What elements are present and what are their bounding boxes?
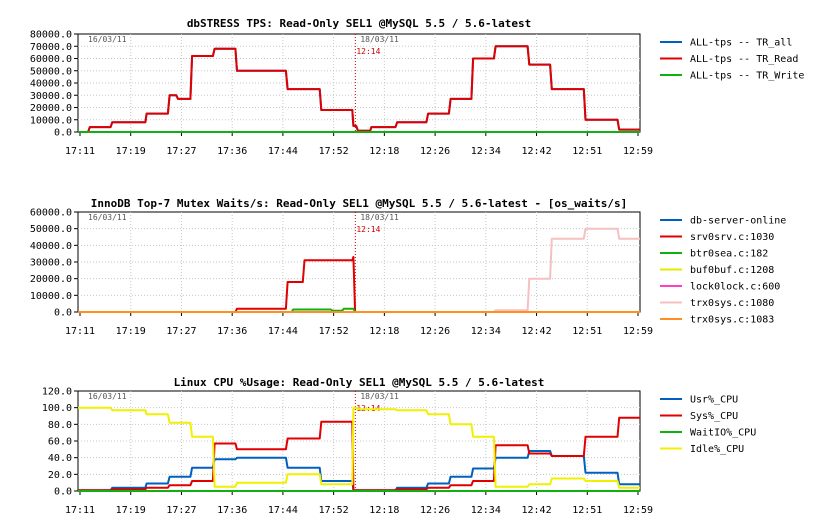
y-tick-label: 100.0: [42, 403, 72, 414]
series-line-2: [78, 45, 640, 133]
x-tick-label: 17:19: [116, 326, 146, 337]
y-tick-label: 80.0: [48, 420, 72, 431]
x-tick-label: 12:42: [521, 326, 551, 337]
legend-label: WaitIO%_CPU: [690, 428, 756, 439]
legend-label: lock0lock.c:600: [690, 282, 780, 293]
x-tick-label: 12:34: [471, 146, 501, 157]
y-tick-label: 20.0: [48, 470, 72, 481]
right-date-label: 18/03/11: [360, 392, 399, 401]
y-tick-label: 120.0: [42, 387, 72, 398]
x-tick-label: 12:18: [369, 146, 399, 157]
series-line-2: [78, 256, 640, 313]
chart-title: Linux CPU %Usage: Read-Only SEL1 @MySQL …: [174, 376, 545, 389]
series-line-3: [78, 307, 640, 313]
left-date-label: 16/03/11: [88, 392, 127, 401]
legend-label: buf0buf.c:1208: [690, 265, 774, 276]
right-date-label: 18/03/11: [360, 213, 399, 222]
legend-label: srv0srv.c:1030: [690, 232, 774, 243]
y-tick-label: 20000.0: [30, 274, 72, 285]
y-tick-label: 40000.0: [30, 241, 72, 252]
y-tick-label: 40000.0: [30, 79, 72, 90]
x-tick-label: 17:19: [116, 505, 146, 516]
x-tick-label: 12:51: [572, 505, 602, 516]
legend-label: ALL-tps -- TR_all: [690, 38, 792, 49]
legend-label: Idle%_CPU: [690, 444, 744, 455]
x-tick-label: 17:36: [217, 326, 247, 337]
chart-title: dbSTRESS TPS: Read-Only SEL1 @MySQL 5.5 …: [187, 17, 531, 30]
legend-label: Sys%_CPU: [690, 411, 738, 422]
y-tick-label: 10000.0: [30, 291, 72, 302]
y-tick-label: 40.0: [48, 453, 72, 464]
chart-panel-3: Linux CPU %Usage: Read-Only SEL1 @MySQL …: [42, 376, 756, 516]
x-tick-label: 17:52: [319, 505, 349, 516]
x-tick-label: 17:36: [217, 146, 247, 157]
series-line-4: [78, 406, 640, 489]
x-tick-label: 12:42: [521, 505, 551, 516]
chart-panel-1: dbSTRESS TPS: Read-Only SEL1 @MySQL 5.5 …: [30, 17, 805, 157]
x-tick-label: 17:19: [116, 146, 146, 157]
x-tick-label: 12:18: [369, 505, 399, 516]
x-tick-label: 12:51: [572, 326, 602, 337]
split-marker-label: 12:14: [356, 47, 380, 56]
legend-label: trx0sys.c:1083: [690, 315, 774, 326]
y-tick-label: 60.0: [48, 437, 72, 448]
series-line-6: [78, 227, 640, 313]
x-tick-label: 12:59: [623, 146, 653, 157]
x-tick-label: 17:11: [65, 505, 95, 516]
y-tick-label: 20000.0: [30, 103, 72, 114]
left-date-label: 16/03/11: [88, 213, 127, 222]
x-tick-label: 17:52: [319, 146, 349, 157]
y-tick-label: 30000.0: [30, 91, 72, 102]
legend-label: ALL-tps -- TR_Write: [690, 71, 804, 82]
legend-label: db-server-online: [690, 216, 786, 227]
x-tick-label: 17:52: [319, 326, 349, 337]
y-tick-label: 80000.0: [30, 30, 72, 41]
x-tick-label: 12:26: [420, 326, 450, 337]
y-tick-label: 60000.0: [30, 54, 72, 65]
x-tick-label: 12:59: [623, 326, 653, 337]
x-tick-label: 17:44: [268, 505, 298, 516]
chart-title: InnoDB Top-7 Mutex Waits/s: Read-Only SE…: [91, 197, 627, 210]
legend-label: btr0sea.c:182: [690, 249, 768, 260]
x-tick-label: 17:27: [166, 326, 196, 337]
x-tick-label: 12:34: [471, 326, 501, 337]
y-tick-label: 0.0: [54, 128, 72, 139]
y-tick-label: 50000.0: [30, 66, 72, 77]
x-tick-label: 17:11: [65, 146, 95, 157]
x-tick-label: 12:34: [471, 505, 501, 516]
y-tick-label: 70000.0: [30, 42, 72, 53]
legend-label: trx0sys.c:1080: [690, 298, 774, 309]
legend-label: ALL-tps -- TR_Read: [690, 54, 798, 65]
y-tick-label: 0.0: [54, 487, 72, 498]
y-tick-label: 60000.0: [30, 208, 72, 219]
y-tick-label: 0.0: [54, 308, 72, 319]
x-tick-label: 12:18: [369, 326, 399, 337]
x-tick-label: 17:27: [166, 146, 196, 157]
x-tick-label: 17:36: [217, 505, 247, 516]
x-tick-label: 17:44: [268, 326, 298, 337]
x-tick-label: 17:11: [65, 326, 95, 337]
x-tick-label: 12:51: [572, 146, 602, 157]
left-date-label: 16/03/11: [88, 35, 127, 44]
x-tick-label: 12:26: [420, 146, 450, 157]
y-tick-label: 50000.0: [30, 224, 72, 235]
x-tick-label: 12:42: [521, 146, 551, 157]
right-date-label: 18/03/11: [360, 35, 399, 44]
x-tick-label: 17:44: [268, 146, 298, 157]
y-tick-label: 10000.0: [30, 115, 72, 126]
x-tick-label: 12:59: [623, 505, 653, 516]
legend-label: Usr%_CPU: [690, 395, 738, 406]
chart-panel-2: InnoDB Top-7 Mutex Waits/s: Read-Only SE…: [30, 197, 786, 337]
x-tick-label: 17:27: [166, 505, 196, 516]
split-marker-label: 12:14: [356, 225, 380, 234]
y-tick-label: 30000.0: [30, 258, 72, 269]
x-tick-label: 12:26: [420, 505, 450, 516]
